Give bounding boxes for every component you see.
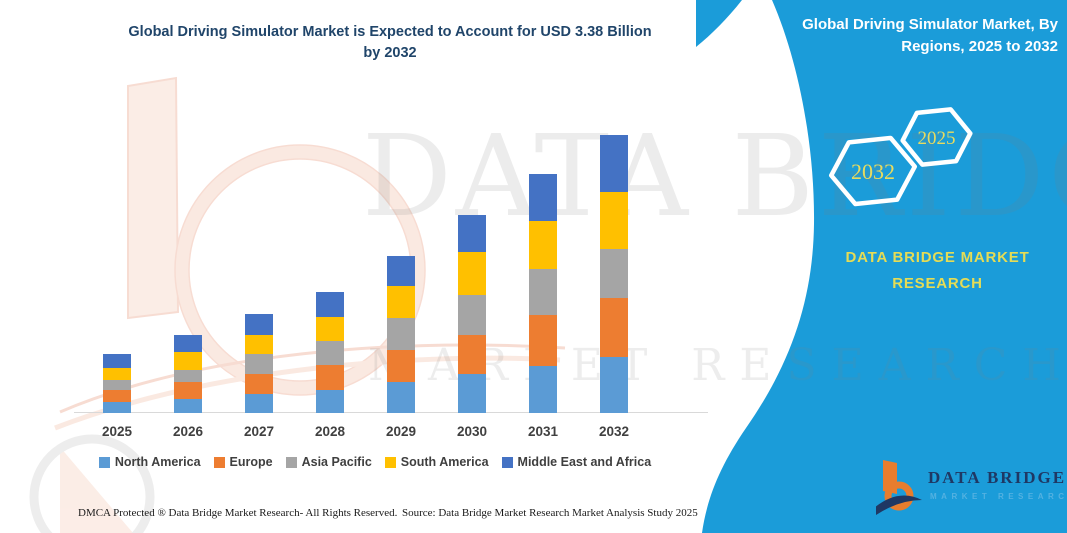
- bar-segment-europe: [174, 382, 202, 399]
- bar-segment-middle-east-and-africa: [600, 135, 628, 192]
- bar-2026: [174, 335, 202, 413]
- x-axis-label-2027: 2027: [243, 424, 275, 439]
- bar-segment-asia-pacific: [529, 269, 557, 315]
- bar-segment-europe: [600, 298, 628, 357]
- blue-panel-top-sliver: [696, 0, 742, 47]
- legend-label: North America: [114, 455, 201, 469]
- legend-label: Middle East and Africa: [517, 455, 652, 469]
- legend-label: Asia Pacific: [301, 455, 372, 469]
- chart-title: Global Driving Simulator Market is Expec…: [128, 24, 652, 62]
- bar-segment-north-america: [245, 394, 273, 413]
- bar-segment-north-america: [174, 399, 202, 413]
- legend-label: South America: [400, 455, 489, 469]
- hexagon-badges: 2032 2025: [828, 107, 973, 207]
- bar-segment-middle-east-and-africa: [529, 174, 557, 221]
- bar-segment-south-america: [103, 368, 131, 380]
- bar-2032: [600, 135, 628, 413]
- legend-label: Europe: [229, 455, 273, 469]
- x-axis-label-2029: 2029: [385, 424, 417, 439]
- bar-segment-europe: [316, 365, 344, 390]
- legend-swatch-icon: [285, 456, 297, 468]
- brand-watermark-logo: [54, 76, 566, 533]
- x-axis-label-2030: 2030: [456, 424, 488, 439]
- bar-2025: [103, 354, 131, 413]
- x-axis-label-2032: 2032: [598, 424, 630, 439]
- bar-segment-middle-east-and-africa: [458, 215, 486, 252]
- x-axis-label-2025: 2025: [101, 424, 133, 439]
- legend-item-middle-east-and-africa: Middle East and Africa: [501, 455, 652, 469]
- legend-item-europe: Europe: [213, 455, 273, 469]
- bar-segment-south-america: [387, 286, 415, 318]
- bar-segment-asia-pacific: [174, 370, 202, 382]
- bar-segment-north-america: [529, 366, 557, 413]
- bar-2030: [458, 215, 486, 413]
- data-bridge-logo-icon: [876, 460, 922, 515]
- bar-segment-asia-pacific: [245, 354, 273, 374]
- bar-segment-europe: [245, 374, 273, 394]
- bar-segment-asia-pacific: [316, 341, 344, 365]
- chart-legend: North America Europe Asia Pacific South Ame…: [70, 455, 680, 469]
- legend-swatch-icon: [213, 456, 225, 468]
- gray-ring-watermark: [29, 434, 155, 533]
- legend-swatch-icon: [501, 456, 513, 468]
- bar-segment-middle-east-and-africa: [103, 354, 131, 368]
- bar-2027: [245, 314, 273, 413]
- bar-segment-middle-east-and-africa: [174, 335, 202, 352]
- bar-segment-europe: [458, 335, 486, 374]
- x-axis-label-2031: 2031: [527, 424, 559, 439]
- bar-segment-south-america: [245, 335, 273, 354]
- bar-segment-north-america: [387, 382, 415, 413]
- footer-source-text: Source: Data Bridge Market Research Mark…: [402, 507, 698, 519]
- bar-2029: [387, 256, 415, 413]
- bar-segment-middle-east-and-africa: [316, 292, 344, 317]
- bar-segment-asia-pacific: [103, 380, 131, 390]
- hexagon-2032-label: 2032: [851, 159, 895, 184]
- bar-segment-south-america: [600, 192, 628, 249]
- bar-segment-north-america: [316, 390, 344, 413]
- bar-segment-south-america: [316, 317, 344, 341]
- bar-segment-north-america: [103, 402, 131, 413]
- x-axis-label-2028: 2028: [314, 424, 346, 439]
- legend-item-south-america: South America: [384, 455, 489, 469]
- panel-title: Global Driving Simulator Market, By Regi…: [802, 16, 1058, 55]
- blue-panel-shape: [702, 0, 1067, 533]
- bar-segment-middle-east-and-africa: [387, 256, 415, 286]
- data-bridge-logo: DATA BRIDGE MARKET RESEARCH: [876, 452, 1067, 524]
- bar-2031: [529, 174, 557, 413]
- bar-segment-south-america: [174, 352, 202, 370]
- logo-subtitle: MARKET RESEARCH: [930, 492, 1067, 501]
- legend-swatch-icon: [98, 456, 110, 468]
- bar-segment-europe: [387, 350, 415, 382]
- x-axis-label-2026: 2026: [172, 424, 204, 439]
- bar-segment-asia-pacific: [458, 295, 486, 335]
- legend-item-asia-pacific: Asia Pacific: [285, 455, 372, 469]
- logo-title: DATA BRIDGE: [928, 468, 1067, 487]
- bar-segment-north-america: [458, 374, 486, 413]
- bar-segment-asia-pacific: [600, 249, 628, 298]
- hexagon-2025-icon: [900, 107, 973, 167]
- hexagon-2025-label: 2025: [918, 128, 956, 149]
- bar-segment-south-america: [529, 221, 557, 269]
- bar-2028: [316, 292, 344, 413]
- hexagon-2032-icon: [828, 135, 918, 207]
- bar-segment-europe: [103, 390, 131, 402]
- panel-brand-text: DATA BRIDGE MARKET RESEARCH: [845, 249, 1030, 293]
- legend-swatch-icon: [384, 456, 396, 468]
- bar-segment-south-america: [458, 252, 486, 295]
- bar-segment-north-america: [600, 357, 628, 413]
- footer-dmca-text: DMCA Protected ® Data Bridge Market Rese…: [78, 507, 398, 519]
- legend-item-north-america: North America: [98, 455, 201, 469]
- bar-segment-europe: [529, 315, 557, 366]
- bar-segment-asia-pacific: [387, 318, 415, 350]
- bar-segment-middle-east-and-africa: [245, 314, 273, 335]
